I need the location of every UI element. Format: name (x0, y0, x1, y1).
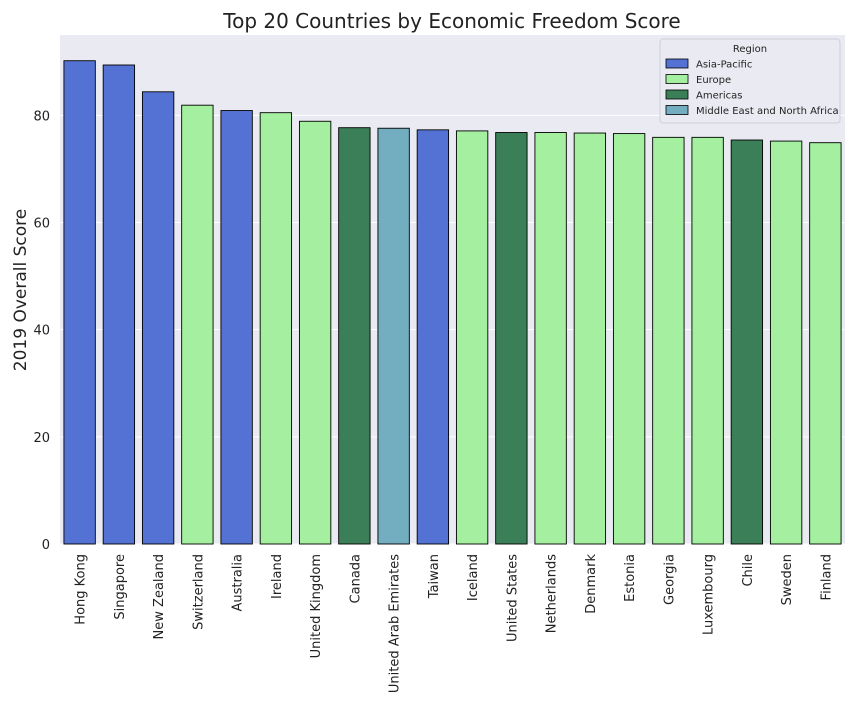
bar-chile (730, 139, 764, 545)
y-axis-label: 2019 Overall Score (11, 209, 31, 371)
x-tick-label: New Zealand (152, 554, 167, 639)
legend-title: Region (733, 44, 767, 55)
x-tick-label: Iceland (466, 554, 481, 601)
x-tick-label: United Kingdom (309, 554, 324, 658)
bar-switzerland (181, 104, 214, 545)
x-tick-label: Georgia (662, 554, 677, 605)
bar-denmark (573, 132, 607, 545)
bar-iceland (455, 130, 489, 545)
bar-united-states (495, 132, 528, 545)
y-tick-label: 60 (33, 217, 50, 232)
bar-netherlands (534, 132, 567, 545)
x-tick-label: Finland (819, 554, 834, 600)
legend-swatch (665, 105, 689, 115)
bar-hong-kong (63, 60, 96, 545)
bar-united-arab-emirates (377, 127, 410, 545)
y-tick-label: 80 (33, 109, 50, 124)
x-axis-ticks: Hong Kong Singapore New Zealand Switzerland… (74, 554, 835, 694)
x-tick-label: Canada (348, 554, 363, 603)
x-tick-label: Estonia (623, 554, 638, 602)
x-tick-label: Ireland (270, 554, 285, 599)
y-tick-label: 0 (42, 538, 50, 553)
y-tick-label: 20 (33, 431, 50, 446)
x-tick-label: Luxembourg (702, 554, 717, 635)
x-tick-label: Switzerland (191, 554, 206, 630)
legend-box (659, 38, 841, 124)
y-axis-ticks: 0 20 40 60 80 (33, 109, 50, 553)
x-tick-label: Singapore (113, 554, 128, 620)
legend-swatch (665, 58, 689, 69)
bar-georgia (652, 136, 685, 545)
x-tick-label: Taiwan (427, 554, 442, 599)
bar-canada (338, 127, 371, 545)
bar-finland (809, 142, 842, 545)
bar-sweden (769, 140, 803, 545)
x-tick-label: United States (505, 554, 520, 642)
legend-label: Americas (696, 91, 742, 102)
bar-taiwan (416, 129, 450, 545)
bar-luxembourg (691, 136, 724, 545)
legend-swatch (665, 89, 689, 100)
x-tick-label: Chile (741, 554, 756, 587)
x-tick-label: United Arab Emirates (388, 554, 403, 693)
legend: Region Asia-Pacific Europe Americas Middle … (659, 38, 841, 124)
x-tick-label: Netherlands (545, 554, 560, 633)
bar-australia (220, 110, 253, 545)
y-tick-label: 40 (33, 324, 50, 339)
x-tick-label: Australia (231, 554, 246, 612)
chart-title: Top 20 Countries by Economic Freedom Sco… (222, 9, 680, 33)
bar-ireland (259, 112, 293, 545)
legend-label: Europe (696, 75, 731, 86)
bar-estonia (612, 133, 646, 545)
legend-label: Asia-Pacific (696, 60, 752, 71)
x-tick-label: Hong Kong (74, 554, 89, 625)
x-tick-label: Sweden (780, 554, 795, 605)
legend-swatch (665, 74, 689, 84)
x-tick-label: Denmark (584, 554, 599, 614)
bar-new-zealand (141, 91, 175, 545)
bar-singapore (102, 64, 136, 545)
bars (63, 60, 842, 545)
bar-united-kingdom (298, 120, 332, 545)
legend-label: Middle East and North Africa (696, 106, 839, 117)
legend-items: Asia-Pacific Europe Americas Middle East an… (665, 58, 839, 117)
